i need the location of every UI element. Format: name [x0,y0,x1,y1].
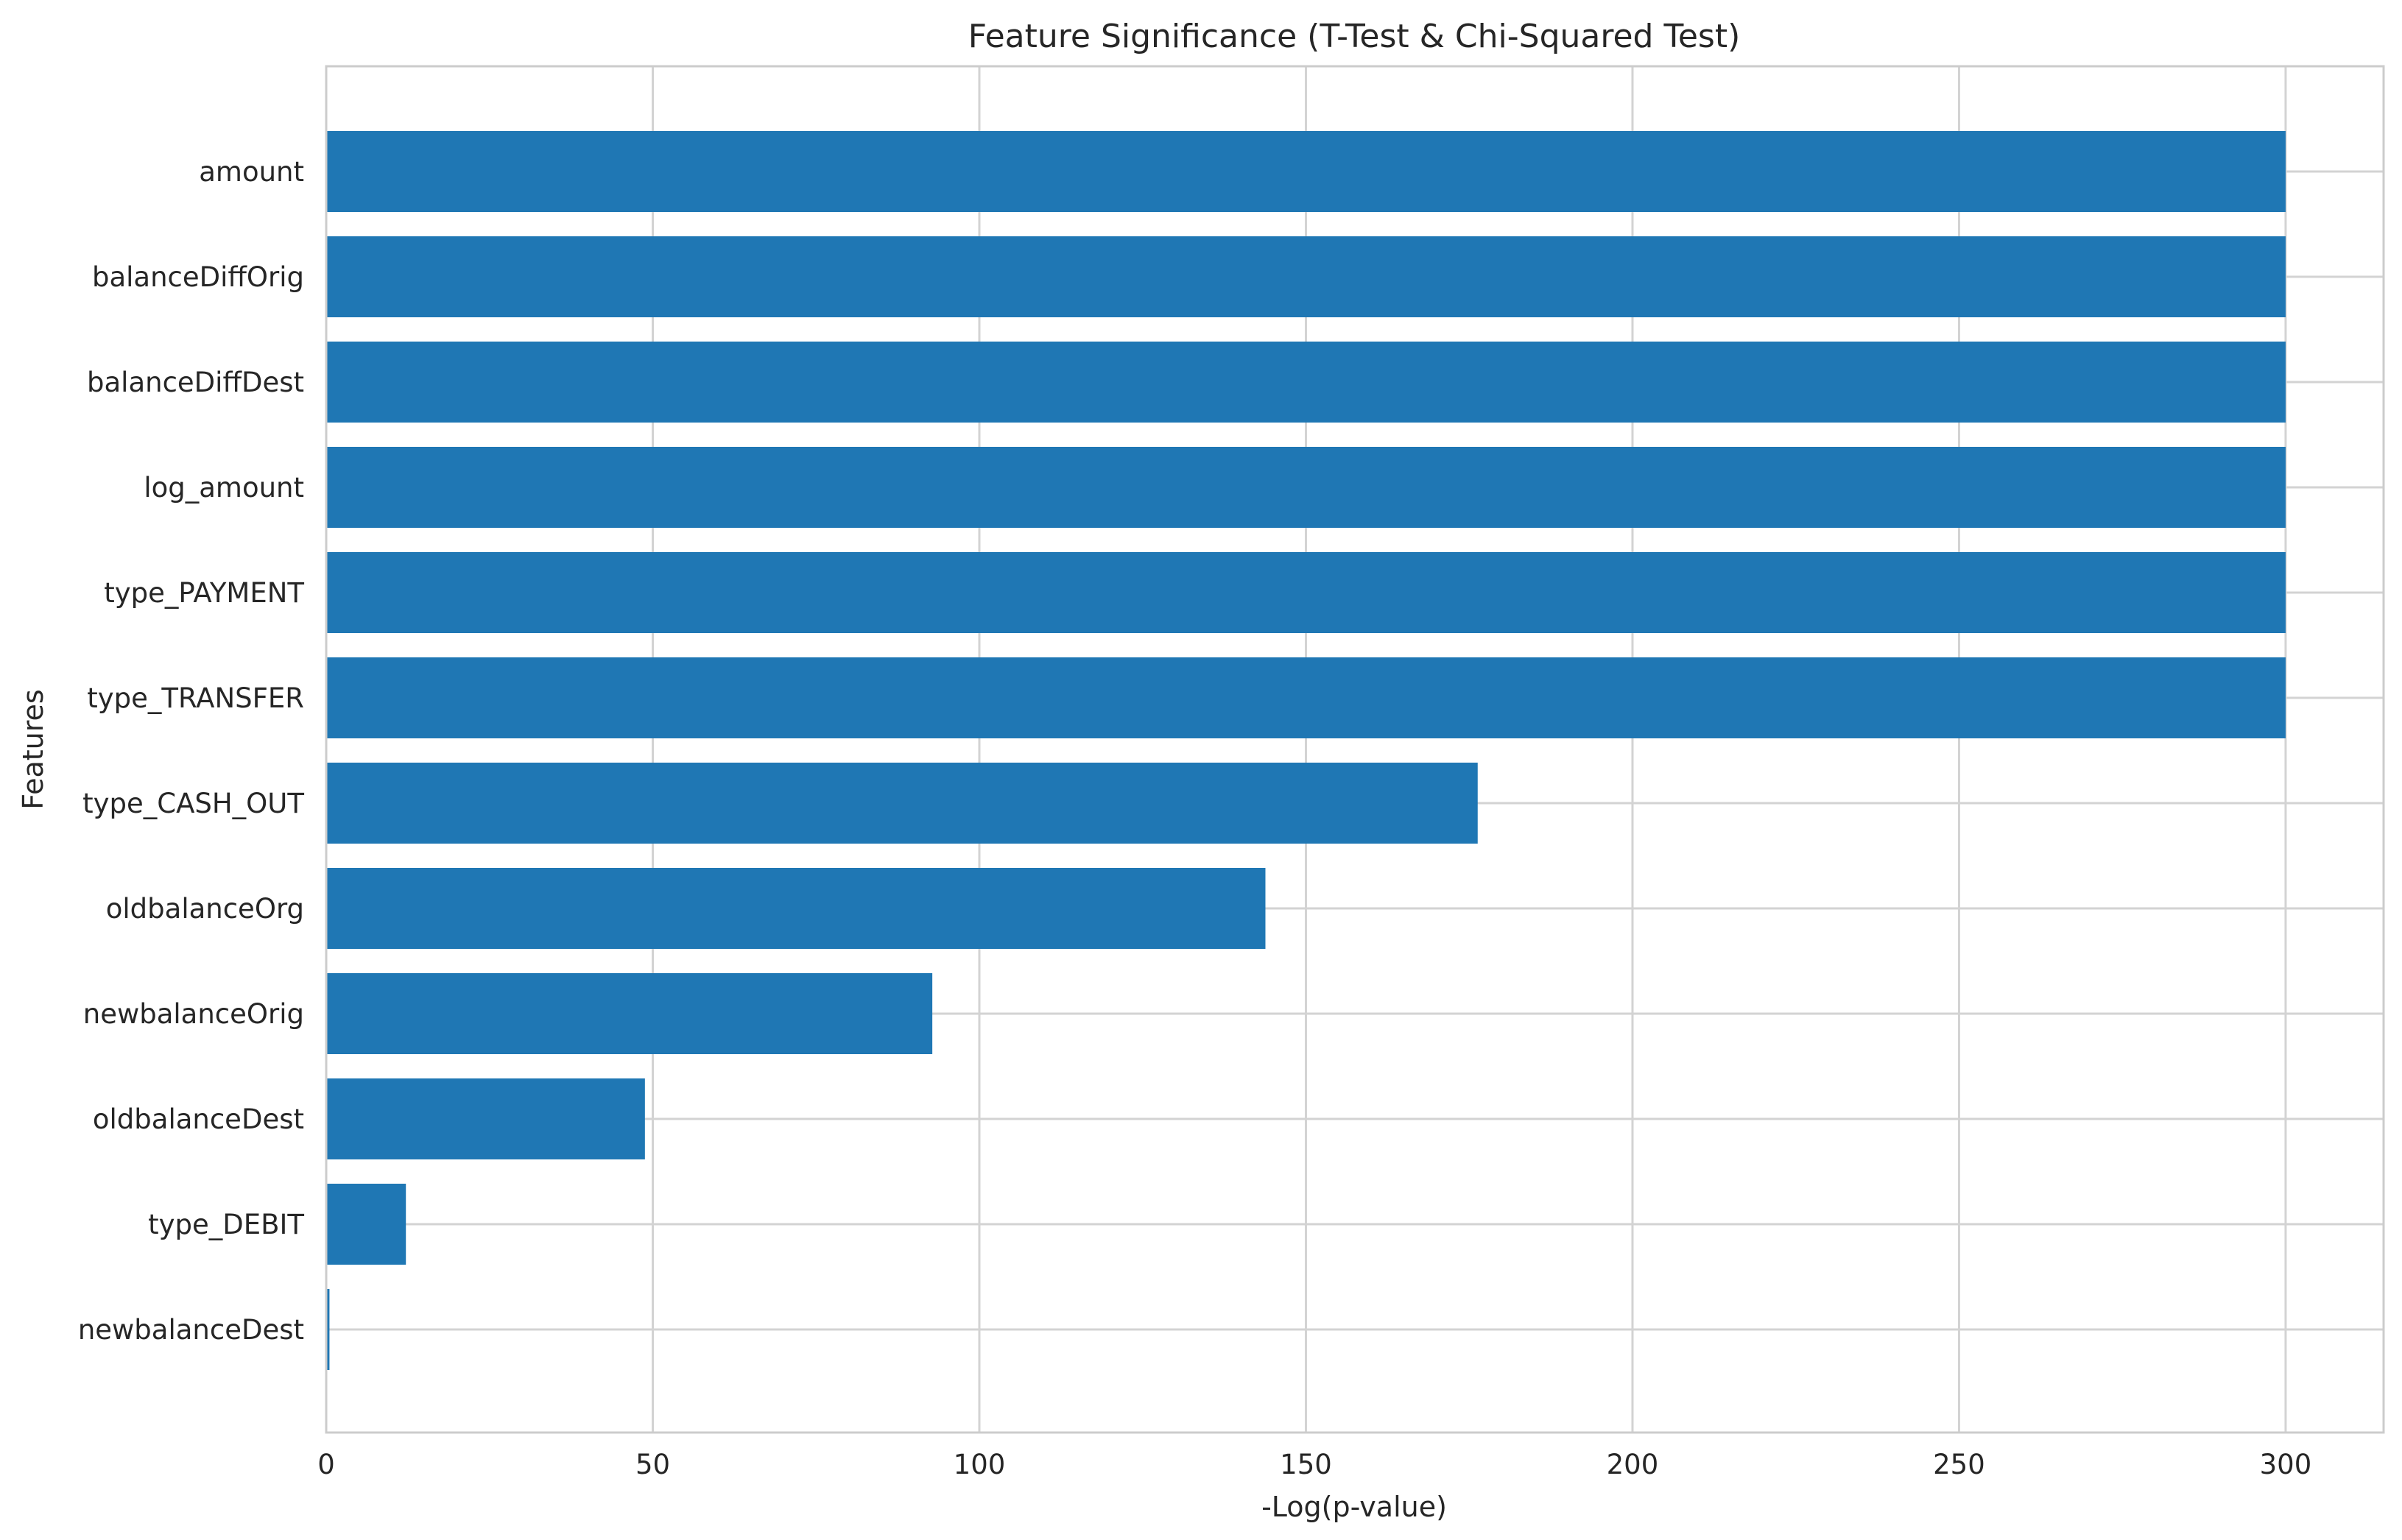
chart-title: Feature Significance (T-Test & Chi-Squar… [968,18,1741,55]
y-tick-label: log_amount [144,472,304,504]
y-tick-layer: amount balanceDiffOrig balanceDiffDest log_… [78,156,305,1346]
bar-amount [326,131,2286,212]
bar-type-debit [326,1184,406,1265]
bar-newbalancedest [326,1289,330,1370]
y-tick-label: newbalanceDest [78,1314,304,1346]
y-tick-label: oldbalanceDest [93,1103,304,1135]
y-tick-label: balanceDiffOrig [92,261,304,293]
y-axis-label: Features [17,689,49,809]
y-tick-label: type_CASH_OUT [82,788,304,819]
bar-log-amount [326,447,2286,528]
bar-type-transfer [326,657,2286,738]
y-tick-label: type_TRANSFER [87,682,304,714]
bar-oldbalanceorg [326,868,1266,949]
y-tick-label: type_PAYMENT [104,577,304,609]
y-tick-label: oldbalanceOrg [106,893,304,925]
x-tick-label: 300 [2260,1449,2312,1480]
y-tick-label: type_DEBIT [148,1209,304,1240]
bar-layer [326,131,2286,1370]
plot-frame [325,65,2385,1434]
bar-balancedifforig [326,236,2286,317]
x-tick-label: 250 [1933,1449,1985,1480]
y-tick-label: newbalanceOrig [83,998,304,1030]
x-tick-label: 0 [317,1449,335,1480]
y-tick-label: balanceDiffDest [87,367,304,398]
x-tick-label: 200 [1607,1449,1659,1480]
bar-balancediffdest [326,342,2286,423]
y-tick-label: amount [199,156,304,188]
bar-newbalanceorig [326,973,933,1054]
x-tick-layer: 0 50 100 150 200 250 300 [317,1449,2311,1480]
bar-type-payment [326,552,2286,633]
x-tick-label: 150 [1280,1449,1332,1480]
x-axis-label: -Log(p-value) [1261,1491,1447,1523]
x-tick-label: 50 [635,1449,670,1480]
bar-type-cash-out [326,763,1478,844]
bar-oldbalancedest [326,1078,645,1159]
x-tick-label: 100 [954,1449,1006,1480]
